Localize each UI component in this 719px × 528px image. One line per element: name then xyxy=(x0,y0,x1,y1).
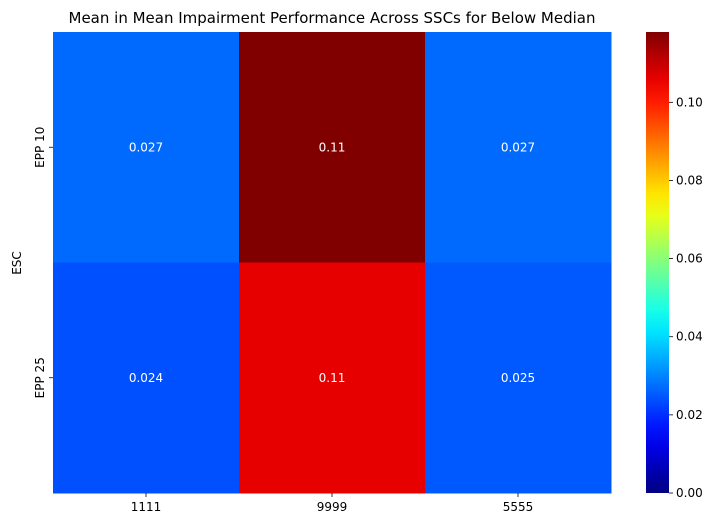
colorbar-tick-label: 0.00 xyxy=(676,486,703,500)
heatmap-cell xyxy=(53,262,240,494)
colorbar-tick-label: 0.06 xyxy=(676,252,703,266)
cell-annotation: 0.025 xyxy=(501,371,535,385)
heatmap-cell xyxy=(53,32,240,263)
cell-annotation: 0.027 xyxy=(501,140,535,154)
colorbar-tick-label: 0.02 xyxy=(676,408,703,422)
y-axis-ticks: EPP 10 EPP 25 xyxy=(33,127,53,398)
x-tick-label: 1111 xyxy=(131,500,162,514)
colorbar-gradient xyxy=(646,32,669,493)
colorbar-tick-label: 0.04 xyxy=(676,330,703,344)
heatmap-cell xyxy=(425,262,612,494)
cell-annotation: 0.024 xyxy=(129,371,163,385)
cell-annotation: 0.11 xyxy=(319,140,346,154)
x-tick-label: 5555 xyxy=(503,500,534,514)
colorbar-tick-label: 0.10 xyxy=(676,95,703,109)
cell-annotation: 0.11 xyxy=(319,371,346,385)
y-tick-label: EPP 25 xyxy=(33,357,47,398)
heatmap-cell xyxy=(425,32,612,263)
cell-annotation: 0.027 xyxy=(129,140,163,154)
heatmap-cells xyxy=(53,32,612,494)
x-axis-ticks: 1111 9999 5555 xyxy=(131,493,534,514)
chart-title: Mean in Mean Impairment Performance Acro… xyxy=(69,9,596,27)
heatmap-cell xyxy=(239,32,426,263)
x-tick-label: 9999 xyxy=(317,500,348,514)
y-axis-label: ESC xyxy=(10,251,24,275)
heatmap-cell xyxy=(239,262,426,494)
y-tick-label: EPP 10 xyxy=(33,127,47,168)
cell-annotations: 0.027 0.11 0.027 0.024 0.11 0.025 xyxy=(129,140,535,385)
colorbar: 0.00 0.02 0.04 0.06 0.08 0.10 xyxy=(646,32,703,500)
colorbar-tick-label: 0.08 xyxy=(676,173,703,187)
